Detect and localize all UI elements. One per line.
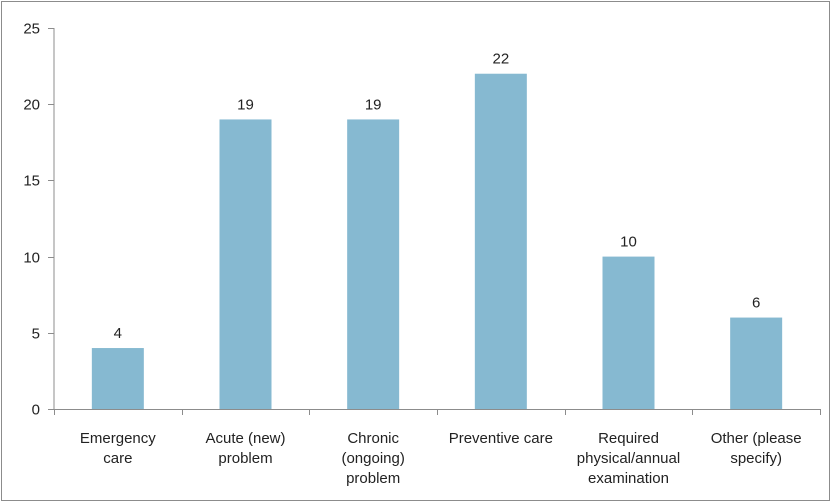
y-tick-label: 25 xyxy=(23,21,40,38)
category-label: Other (please xyxy=(711,430,802,447)
y-tick-label: 10 xyxy=(23,250,40,267)
data-label: 19 xyxy=(237,96,254,113)
category-label: problem xyxy=(218,450,272,467)
category-label: Preventive care xyxy=(449,430,553,447)
bar xyxy=(474,73,527,409)
data-label: 10 xyxy=(620,234,637,251)
bar xyxy=(91,348,144,409)
category-label: (ongoing) xyxy=(341,450,404,467)
y-axis: 0 5 10 15 20 25 xyxy=(23,21,55,419)
y-tick-label: 15 xyxy=(23,173,40,190)
category-label: Chronic xyxy=(347,430,399,447)
bar xyxy=(730,317,783,409)
category-label: Emergency xyxy=(80,430,156,447)
y-tick-label: 20 xyxy=(23,97,40,114)
category-label: physical/annual xyxy=(577,450,680,467)
category-label: Required xyxy=(598,430,659,447)
data-label: 4 xyxy=(114,325,122,342)
x-axis xyxy=(54,409,821,415)
category-label: examination xyxy=(588,470,669,487)
category-label: care xyxy=(103,450,132,467)
bar xyxy=(347,119,400,409)
bar xyxy=(602,256,655,409)
category-label: problem xyxy=(346,470,400,487)
bars xyxy=(91,73,783,409)
y-tick-label: 5 xyxy=(32,326,40,343)
data-labels: 4 19 19 22 10 6 xyxy=(114,51,761,342)
data-label: 22 xyxy=(492,51,509,68)
data-label: 19 xyxy=(365,96,382,113)
bar xyxy=(219,119,272,409)
data-label: 6 xyxy=(752,295,760,312)
category-label: specify) xyxy=(730,450,782,467)
category-label: Acute (new) xyxy=(205,430,285,447)
category-labels: Emergency care Acute (new) problem Chronic (o… xyxy=(80,430,802,487)
y-tick-label: 0 xyxy=(32,402,40,419)
